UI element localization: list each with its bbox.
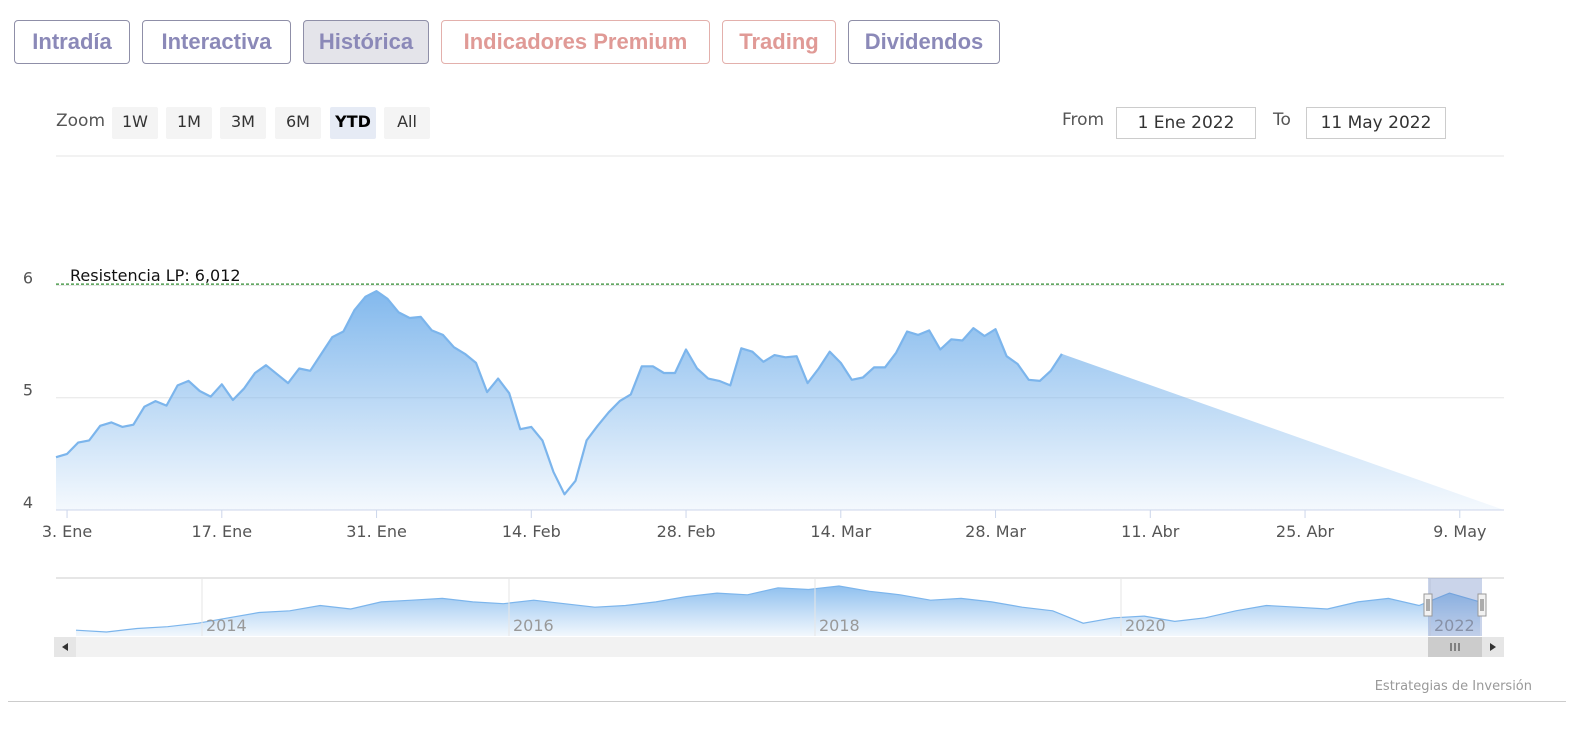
x-tick-label: 28. Mar — [965, 522, 1026, 541]
zoom-all-button[interactable]: All — [384, 107, 430, 139]
to-date-input[interactable] — [1306, 107, 1446, 139]
to-label: To — [1273, 110, 1291, 130]
price-line — [55, 290, 1063, 496]
zoom-6m-button[interactable]: 6M — [275, 107, 321, 139]
x-tick-label: 31. Ene — [346, 522, 407, 541]
navigator-year-label: 2018 — [819, 616, 860, 635]
x-tick-label: 3. Ene — [42, 522, 92, 541]
y-tick-label: 6 — [23, 268, 33, 287]
x-tick-label: 14. Mar — [810, 522, 871, 541]
scrollbar-track — [54, 637, 1504, 657]
arrow-left-icon — [62, 643, 68, 651]
bottom-rule — [8, 701, 1566, 702]
y-axis-ticks: 4 5 6 — [23, 268, 33, 512]
zoom-ytd-button[interactable]: YTD — [330, 107, 376, 139]
tab-trading[interactable]: Trading — [722, 20, 836, 64]
zoom-1w-button[interactable]: 1W — [112, 107, 158, 139]
y-tick-label: 5 — [23, 381, 33, 400]
zoom-1m-button[interactable]: 1M — [166, 107, 212, 139]
x-tick-label: 25. Abr — [1276, 522, 1335, 541]
navigator-right-handle[interactable] — [1477, 593, 1487, 617]
plot-area — [55, 290, 1504, 510]
navigator-year-label: 2020 — [1125, 616, 1166, 635]
x-tick-label: 17. Ene — [191, 522, 252, 541]
x-tick-label: 28. Feb — [657, 522, 716, 541]
from-label: From — [1062, 110, 1105, 130]
y-tick-label: 4 — [23, 493, 33, 512]
navigator-year-label: 2022 — [1434, 616, 1475, 635]
arrow-right-icon — [1490, 643, 1496, 651]
x-tick-label: 14. Feb — [502, 522, 561, 541]
navigator-selection — [1428, 578, 1482, 636]
tab-indicadores-premium[interactable]: Indicadores Premium — [441, 20, 710, 64]
from-date-input[interactable] — [1116, 107, 1256, 139]
navigator-line — [75, 585, 1481, 633]
navigator: 2014 2016 2018 2020 2022 — [54, 577, 1504, 657]
zoom-label: Zoom — [56, 111, 106, 131]
tab-dividendos[interactable]: Dividendos — [848, 20, 1000, 64]
navigator-area — [76, 586, 1480, 636]
navigator-year-label: 2016 — [513, 616, 554, 635]
resistance-annotation: Resistencia LP: 6,012 — [56, 266, 1504, 285]
zoom-3m-button[interactable]: 3M — [220, 107, 266, 139]
navigator-year-label: 2014 — [206, 616, 247, 635]
tab-historica[interactable]: Histórica — [303, 20, 429, 64]
x-tick-label: 11. Abr — [1121, 522, 1180, 541]
resistance-label: Resistencia LP: 6,012 — [70, 266, 241, 285]
x-axis: 3. Ene 17. Ene 31. Ene 14. Feb 28. Feb 14. Ma… — [42, 509, 1504, 541]
price-area — [56, 291, 1504, 510]
navigator-left-handle[interactable] — [1423, 593, 1433, 617]
chart-credit[interactable]: Estrategias de Inversión — [1374, 679, 1532, 694]
tab-interactiva[interactable]: Interactiva — [142, 20, 291, 64]
tab-intradia[interactable]: Intradía — [14, 20, 130, 64]
x-tick-label: 9. May — [1433, 522, 1486, 541]
price-chart: 456 Resistencia LP: 6,012 3. Ene 17. Ene 3… — [23, 155, 1504, 657]
